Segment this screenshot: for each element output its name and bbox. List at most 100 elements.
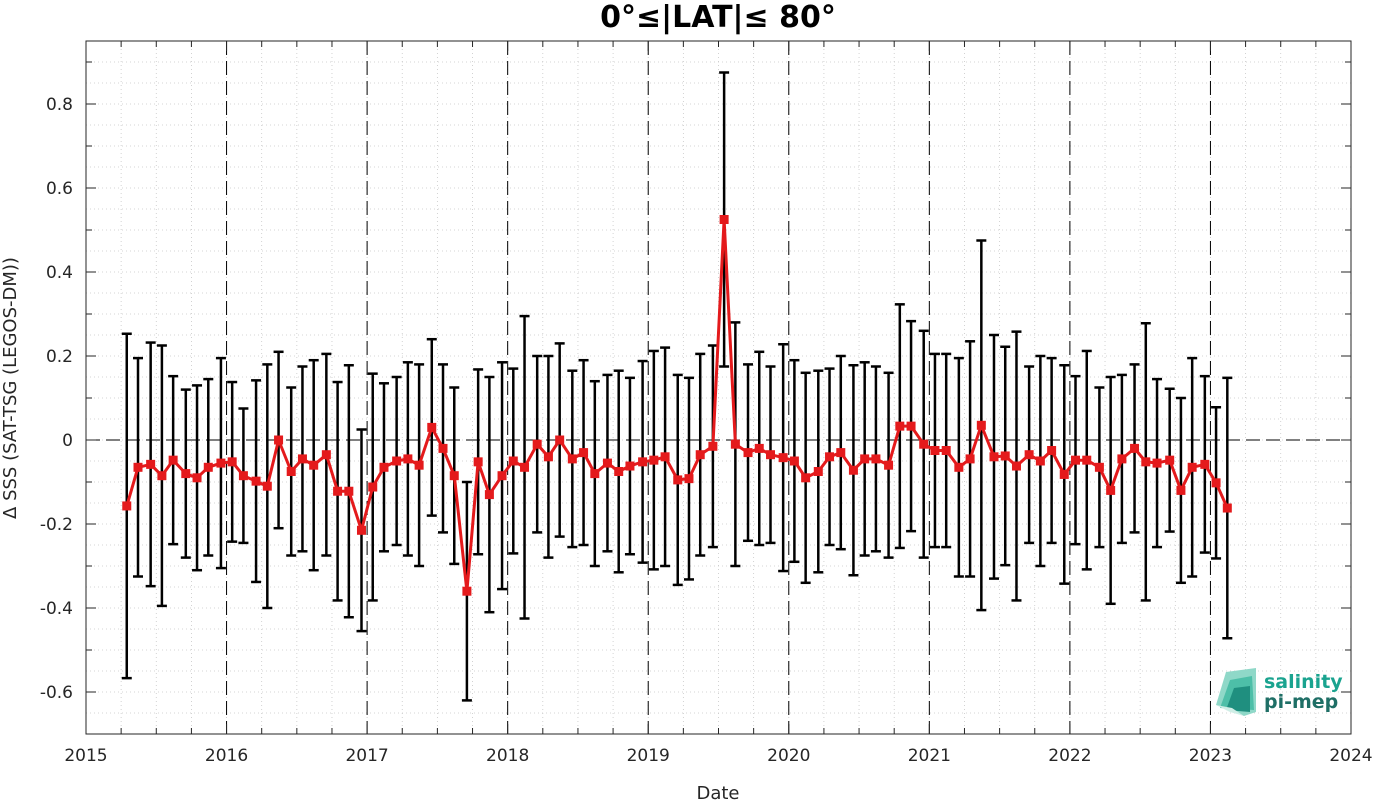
y-tick-label: 0.2 bbox=[46, 347, 73, 367]
data-point bbox=[344, 486, 354, 496]
data-point bbox=[251, 476, 261, 486]
data-point bbox=[848, 465, 858, 475]
x-tick-label: 2015 bbox=[64, 746, 107, 766]
data-point bbox=[1082, 455, 1092, 465]
data-point bbox=[449, 471, 459, 481]
data-point bbox=[1141, 457, 1151, 467]
data-point bbox=[754, 443, 764, 453]
x-tick-label: 2024 bbox=[1329, 746, 1372, 766]
data-point bbox=[1211, 478, 1221, 488]
data-point bbox=[567, 454, 577, 464]
data-point bbox=[590, 469, 600, 479]
data-point bbox=[309, 460, 319, 470]
data-point bbox=[801, 473, 811, 483]
x-axis-label: Date bbox=[696, 783, 739, 801]
logo-line2: pi-mep bbox=[1264, 691, 1338, 713]
data-point bbox=[356, 525, 366, 535]
data-point bbox=[427, 422, 437, 432]
data-point bbox=[708, 441, 718, 451]
data-point bbox=[532, 439, 542, 449]
data-point bbox=[836, 448, 846, 458]
x-tick-label: 2021 bbox=[908, 746, 951, 766]
data-point bbox=[438, 443, 448, 453]
data-point bbox=[638, 457, 648, 467]
data-point bbox=[1106, 485, 1116, 495]
data-point bbox=[965, 454, 975, 464]
salinity-pimep-logo: salinity pi-mep bbox=[1216, 668, 1343, 716]
data-point bbox=[543, 452, 553, 462]
data-point bbox=[473, 457, 483, 467]
y-tick-label: -0.6 bbox=[40, 683, 73, 703]
minor-grid bbox=[85, 40, 1352, 735]
y-tick-label: 0.8 bbox=[46, 95, 73, 115]
data-point bbox=[695, 450, 705, 460]
data-point bbox=[414, 460, 424, 470]
data-point bbox=[203, 462, 213, 472]
data-point bbox=[1176, 485, 1186, 495]
y-axis-label: Δ SSS (SAT-TSG (LEGOS-DM)) bbox=[0, 257, 21, 519]
x-tick-label: 2022 bbox=[1048, 746, 1091, 766]
y-tick-label: -0.2 bbox=[40, 515, 73, 535]
data-point bbox=[660, 452, 670, 462]
data-point bbox=[860, 454, 870, 464]
data-point bbox=[508, 456, 518, 466]
x-tick-label: 2017 bbox=[345, 746, 388, 766]
data-point bbox=[520, 462, 530, 472]
tick-labels: 2015 2016 2017 2018 2019 2020 2021 2022 2023 2024… bbox=[40, 95, 1373, 766]
x-tick-label: 2019 bbox=[627, 746, 670, 766]
data-point bbox=[602, 458, 612, 468]
data-point bbox=[884, 460, 894, 470]
data-point bbox=[954, 462, 964, 472]
data-point bbox=[392, 456, 402, 466]
data-point bbox=[930, 446, 940, 455]
data-point bbox=[484, 490, 494, 500]
data-point bbox=[368, 482, 378, 492]
series-markers bbox=[122, 215, 1232, 596]
data-point bbox=[274, 435, 284, 445]
data-point bbox=[146, 459, 156, 469]
data-point bbox=[133, 462, 143, 472]
data-point bbox=[649, 455, 659, 465]
data-point bbox=[778, 453, 788, 463]
data-point bbox=[227, 457, 237, 467]
data-point bbox=[871, 454, 881, 464]
data-point bbox=[1165, 455, 1175, 465]
data-point bbox=[1152, 458, 1162, 468]
data-point bbox=[906, 421, 916, 431]
data-point bbox=[1187, 462, 1197, 472]
data-point bbox=[1130, 443, 1140, 453]
data-point bbox=[614, 467, 624, 476]
x-tick-label: 2020 bbox=[767, 746, 810, 766]
data-point bbox=[579, 448, 589, 458]
data-point bbox=[555, 435, 565, 445]
x-tick-label: 2016 bbox=[205, 746, 248, 766]
chart-title: 0°≤|LAT|≤ 80° bbox=[600, 0, 836, 35]
data-point bbox=[262, 481, 272, 491]
data-point bbox=[157, 471, 167, 481]
major-grid bbox=[86, 41, 1351, 734]
data-point bbox=[1094, 462, 1104, 472]
data-point bbox=[1000, 451, 1010, 461]
x-tick-label: 2018 bbox=[486, 746, 529, 766]
x-tick-label: 2023 bbox=[1189, 746, 1232, 766]
data-point bbox=[1047, 446, 1057, 455]
ticks bbox=[85, 41, 1352, 735]
data-point bbox=[1117, 454, 1127, 464]
data-point bbox=[941, 446, 951, 455]
data-point bbox=[333, 486, 343, 496]
data-point bbox=[181, 469, 191, 479]
data-point bbox=[1071, 455, 1081, 465]
data-point bbox=[919, 439, 929, 449]
data-point bbox=[321, 450, 331, 460]
data-point bbox=[192, 473, 202, 483]
plot-area bbox=[86, 41, 1351, 734]
y-tick-label: 0.4 bbox=[46, 263, 73, 283]
y-tick-label: 0 bbox=[62, 431, 73, 451]
data-point bbox=[1059, 469, 1069, 479]
data-point bbox=[1024, 450, 1034, 460]
data-point bbox=[719, 215, 729, 224]
data-point bbox=[1222, 503, 1232, 513]
data-point bbox=[403, 454, 413, 464]
data-point bbox=[297, 454, 307, 464]
